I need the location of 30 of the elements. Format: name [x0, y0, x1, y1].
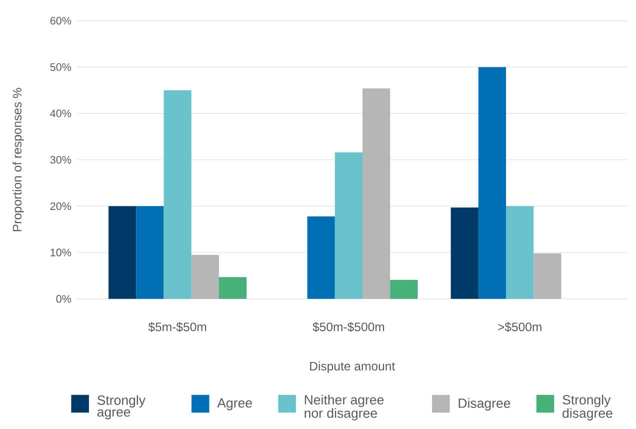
bar: [191, 254, 219, 299]
bar: [307, 216, 335, 299]
bar: [450, 208, 478, 299]
y-tick-label: 50%: [50, 63, 72, 71]
y-tick-label: 0%: [56, 295, 72, 303]
bar: [136, 206, 164, 299]
y-tick-label: 40%: [50, 110, 72, 118]
bar: [390, 280, 418, 299]
bar: [362, 88, 390, 299]
x-tick-label: >$500m: [498, 322, 542, 332]
bar: [334, 152, 363, 299]
y-tick-label: 60%: [50, 16, 72, 25]
legend-label: Disagree: [458, 398, 510, 411]
y-tick-label: 20%: [50, 202, 72, 210]
y-tick-label: 10%: [50, 248, 72, 256]
legend-label: Neither agree nor disagree: [304, 394, 384, 420]
legend-label: Strongly agree: [97, 395, 146, 420]
bar: [506, 206, 534, 299]
y-axis-title: Proportion of responses %: [12, 88, 24, 232]
bar: [218, 277, 247, 299]
x-tick-label: $50m-$500m: [312, 322, 384, 332]
bar: [478, 67, 506, 299]
legend-label: Strongly disagree: [562, 394, 612, 420]
y-tick-label: 30%: [50, 156, 72, 164]
bar: [534, 253, 562, 299]
legend-label: Agree: [217, 398, 252, 410]
bar: [164, 90, 192, 299]
x-axis-title: Dispute amount: [310, 361, 396, 373]
bar: [108, 206, 136, 299]
x-tick-label: $5m-$50m: [148, 322, 206, 332]
